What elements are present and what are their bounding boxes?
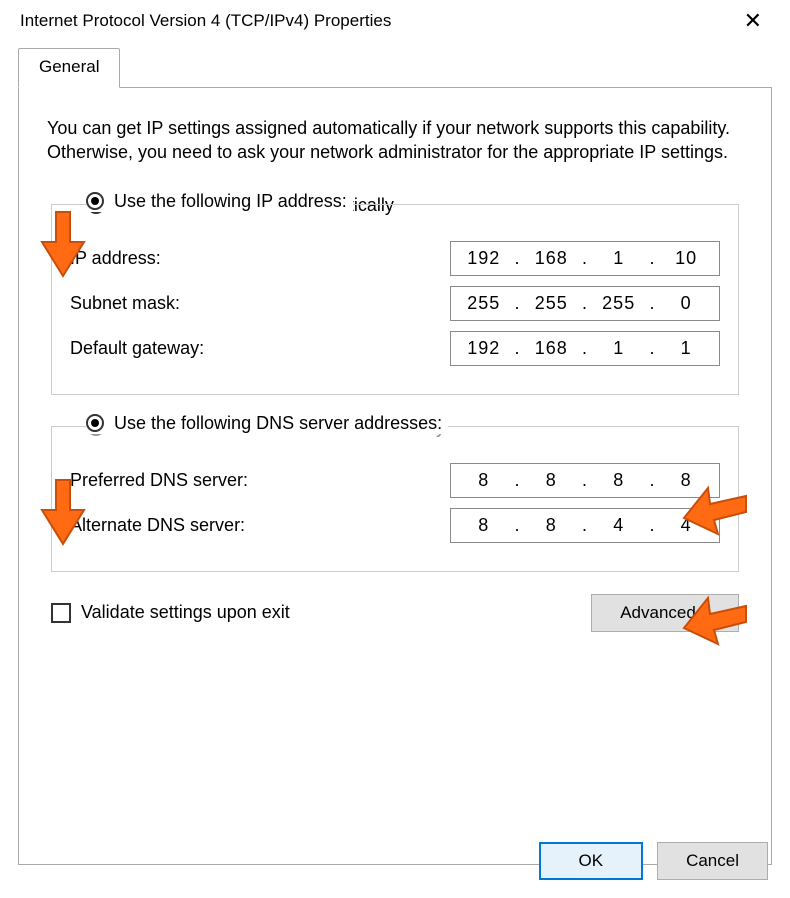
subnet-mask-label: Subnet mask:	[70, 293, 440, 314]
ip-address-label: IP address:	[70, 248, 440, 269]
titlebar: Internet Protocol Version 4 (TCP/IPv4) P…	[0, 0, 790, 38]
alternate-dns-label: Alternate DNS server:	[70, 515, 440, 536]
radio-use-following-ip[interactable]: Use the following IP address:	[86, 191, 353, 212]
default-gateway-input[interactable]: 192. 168. 1. 1	[450, 331, 720, 366]
validate-checkbox-row[interactable]: Validate settings upon exit	[51, 602, 290, 623]
ok-button[interactable]: OK	[539, 842, 644, 880]
dialog-window: PC Internet Protocol Version 4 (TCP/IPv4…	[0, 0, 790, 898]
advanced-button[interactable]: Advanced...	[591, 594, 739, 632]
tab-general[interactable]: General	[18, 48, 120, 88]
cancel-button[interactable]: Cancel	[657, 842, 768, 880]
intro-text: You can get IP settings assigned automat…	[47, 116, 743, 165]
default-gateway-label: Default gateway:	[70, 338, 440, 359]
radio-icon	[86, 414, 104, 432]
bottom-row: Validate settings upon exit Advanced...	[47, 594, 743, 632]
dns-group: Use the following DNS server addresses: …	[51, 426, 739, 572]
checkbox-icon	[51, 603, 71, 623]
subnet-mask-row: Subnet mask: 255. 255. 255. 0	[70, 286, 720, 321]
checkbox-label: Validate settings upon exit	[81, 602, 290, 623]
radio-use-following-dns[interactable]: Use the following DNS server addresses:	[86, 413, 448, 434]
ip-address-input[interactable]: 192. 168. 1. 10	[450, 241, 720, 276]
radio-icon	[86, 192, 104, 210]
ip-group: Use the following IP address: IP address…	[51, 204, 739, 395]
close-icon[interactable]: ✕	[736, 10, 770, 32]
alternate-dns-input[interactable]: 8. 8. 4. 4	[450, 508, 720, 543]
subnet-mask-input[interactable]: 255. 255. 255. 0	[450, 286, 720, 321]
dialog-buttons: OK Cancel	[539, 842, 768, 880]
preferred-dns-row: Preferred DNS server: 8. 8. 8. 8	[70, 463, 720, 498]
alternate-dns-row: Alternate DNS server: 8. 8. 4. 4	[70, 508, 720, 543]
window-title: Internet Protocol Version 4 (TCP/IPv4) P…	[20, 11, 391, 31]
preferred-dns-label: Preferred DNS server:	[70, 470, 440, 491]
preferred-dns-input[interactable]: 8. 8. 8. 8	[450, 463, 720, 498]
ip-address-row: IP address: 192. 168. 1. 10	[70, 241, 720, 276]
radio-label: Use the following DNS server addresses:	[114, 413, 442, 434]
tab-panel: You can get IP settings assigned automat…	[18, 87, 772, 865]
radio-label: Use the following IP address:	[114, 191, 347, 212]
default-gateway-row: Default gateway: 192. 168. 1. 1	[70, 331, 720, 366]
tab-strip: General	[18, 48, 772, 88]
